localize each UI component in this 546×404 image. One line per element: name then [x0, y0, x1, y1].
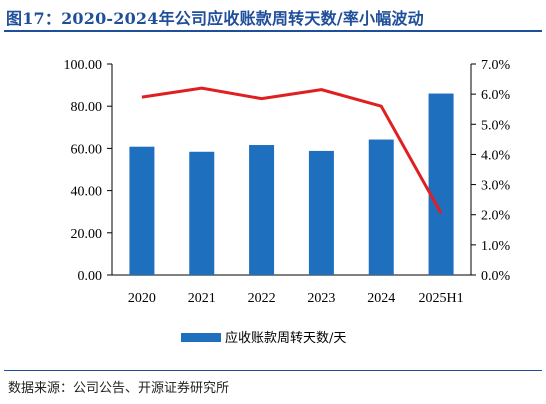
left-tick-label: 40.00 — [71, 185, 103, 200]
bar-2025h1 — [428, 93, 454, 275]
x-tick-label: 2021 — [188, 291, 216, 306]
figure-title: 图17：2020-2024年公司应收账款周转天数/率小幅波动 — [6, 9, 424, 28]
left-tick-label: 60.00 — [71, 142, 103, 157]
x-tick-label: 2023 — [307, 291, 335, 306]
bar-2024 — [368, 139, 394, 275]
x-tick-label: 2022 — [248, 291, 276, 306]
left-tick-label: 0.00 — [78, 269, 103, 284]
right-tick-label: 0.0% — [481, 269, 511, 284]
x-tick-labels: 2020 2021 2022 2023 2024 2025H1 — [128, 291, 464, 306]
left-tick-label: 80.00 — [71, 100, 103, 115]
source-divider — [4, 370, 542, 371]
bar-2022 — [249, 145, 275, 275]
right-y-ticks: 0.0% 1.0% 2.0% 3.0% 4.0% 5.0% 6.0% 7.0% — [471, 58, 511, 284]
legend-label: 应收账款周转天数/天 — [225, 330, 346, 346]
bar-2020 — [129, 146, 155, 275]
right-tick-label: 6.0% — [481, 88, 511, 103]
bar-2021 — [189, 151, 215, 275]
right-tick-label: 2.0% — [481, 209, 511, 224]
right-tick-label: 7.0% — [481, 58, 511, 73]
bar-series — [129, 93, 454, 275]
chart-axes — [111, 64, 472, 276]
left-tick-label: 100.00 — [64, 58, 103, 73]
right-tick-label: 5.0% — [481, 118, 511, 133]
x-tick-label: 2025H1 — [419, 291, 464, 306]
bar-2023 — [308, 150, 334, 275]
right-tick-label: 3.0% — [481, 179, 511, 194]
legend: 应收账款周转天数/天 — [181, 330, 346, 346]
legend-swatch — [181, 333, 221, 342]
line-series — [141, 86, 443, 214]
left-y-ticks: 0.00 20.00 40.00 60.00 80.00 100.00 — [64, 58, 112, 284]
turnover-rate-line — [141, 86, 443, 214]
x-tick-label: 2024 — [367, 291, 395, 306]
right-tick-label: 4.0% — [481, 148, 511, 163]
right-tick-label: 1.0% — [481, 239, 511, 254]
x-tick-label: 2020 — [128, 291, 156, 306]
source-note: 数据来源：公司公告、开源证券研究所 — [8, 381, 230, 396]
left-tick-label: 20.00 — [71, 227, 103, 242]
title-divider — [4, 30, 542, 32]
